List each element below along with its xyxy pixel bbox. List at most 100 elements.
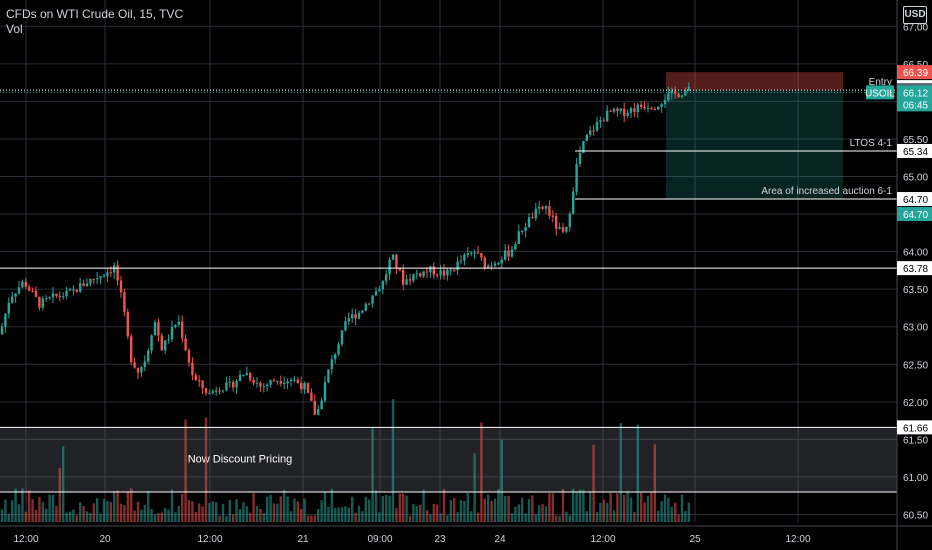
volume-bar — [660, 501, 663, 522]
candle-body — [82, 283, 85, 287]
volume-bar — [320, 500, 323, 522]
volume-bar — [558, 515, 561, 522]
volume-bar — [517, 504, 520, 522]
candle-body — [174, 324, 177, 328]
candle-body — [157, 322, 160, 336]
candle-body — [351, 314, 354, 319]
volume-bar — [371, 428, 374, 522]
volume-bar — [255, 505, 259, 522]
volume-bar — [296, 501, 299, 522]
volume-bar — [160, 512, 163, 522]
volume-bar — [340, 507, 344, 522]
candle-body — [238, 375, 242, 382]
volume-bar — [398, 493, 401, 522]
candle-body — [289, 380, 293, 382]
volume-bar — [136, 501, 140, 522]
volume-bar — [7, 513, 10, 522]
candle-body — [262, 386, 265, 388]
volume-bar — [204, 417, 208, 522]
candle-body — [306, 383, 310, 393]
candle-body — [677, 93, 680, 97]
candle-body — [629, 108, 633, 113]
volume-bar — [510, 513, 514, 522]
y-tick-label: 65.50 — [903, 135, 928, 146]
volume-bar — [215, 502, 218, 522]
candle-body — [517, 231, 520, 245]
candle-body — [143, 361, 146, 368]
volume-bar — [527, 498, 531, 522]
candle-body — [276, 380, 279, 382]
candle-body — [371, 295, 374, 304]
currency-button[interactable]: USD — [903, 6, 927, 24]
candle-body — [181, 321, 184, 339]
symbol-badge — [866, 85, 894, 100]
x-tick-label: 12:00 — [13, 534, 38, 545]
volume-bar — [667, 497, 670, 522]
volume-bar — [310, 515, 313, 522]
candle-body — [364, 304, 367, 311]
candle-body — [663, 100, 667, 105]
y-tick-label: 61.50 — [903, 435, 928, 446]
volume-bar — [24, 511, 27, 522]
candle-body — [109, 272, 112, 274]
position-tool-layer — [666, 72, 843, 200]
volume-bar — [412, 503, 415, 522]
volume-bar — [211, 501, 214, 522]
candle-body — [653, 109, 656, 111]
volume-bar — [449, 500, 452, 522]
volume-bar — [92, 503, 95, 522]
volume-bar — [609, 493, 612, 522]
candle-body — [133, 362, 136, 368]
volume-bar — [425, 509, 429, 522]
volume-bar — [157, 513, 160, 522]
candle-body — [113, 265, 116, 273]
volume-bar — [629, 497, 633, 522]
volume-bar — [657, 510, 660, 522]
candle-body — [514, 244, 517, 250]
price-level-badge — [897, 65, 932, 80]
volume-bar — [48, 494, 51, 522]
y-tick-label: 67.00 — [903, 22, 928, 33]
candle-body — [85, 283, 89, 287]
candle-body — [585, 134, 588, 142]
volume-bar — [259, 508, 262, 522]
price-level-badge — [897, 192, 932, 207]
volume-bar — [238, 509, 242, 522]
x-tick-label: 12:00 — [590, 534, 615, 545]
volume-bar — [116, 490, 119, 522]
volume-bar — [31, 499, 34, 522]
candle-body — [432, 266, 435, 275]
candle-body — [538, 206, 541, 209]
volume-bar — [531, 495, 534, 522]
volume-bar — [422, 489, 425, 522]
mirror-price-label: 64.70 — [903, 210, 928, 221]
volume-bar — [405, 495, 408, 522]
volume-bar — [585, 511, 588, 522]
volume-bar — [548, 493, 551, 522]
candle-body — [612, 108, 616, 112]
candle-body — [527, 217, 531, 228]
candle-body — [429, 266, 432, 273]
volume-bar — [391, 399, 395, 522]
stop-loss-zone — [666, 72, 843, 91]
volume-bar — [153, 514, 157, 522]
volume-bar — [317, 508, 320, 522]
y-tick-label: 62.00 — [903, 398, 928, 409]
candle-body — [425, 271, 429, 273]
volume-bar — [150, 508, 153, 522]
candle-body — [300, 383, 303, 390]
volume-bar — [225, 515, 228, 522]
volume-bar — [684, 510, 687, 522]
volume-bar — [459, 500, 463, 522]
y-tick-label: 61.00 — [903, 473, 928, 484]
candle-body — [204, 388, 208, 394]
volume-bar — [402, 493, 405, 522]
volume-bar — [286, 496, 289, 522]
candle-body — [504, 250, 507, 260]
candle-body — [259, 382, 262, 387]
last-price-label: 66.12 — [903, 88, 928, 99]
candle-body — [595, 121, 599, 131]
candle-body — [68, 289, 72, 291]
candle-body — [75, 289, 78, 292]
